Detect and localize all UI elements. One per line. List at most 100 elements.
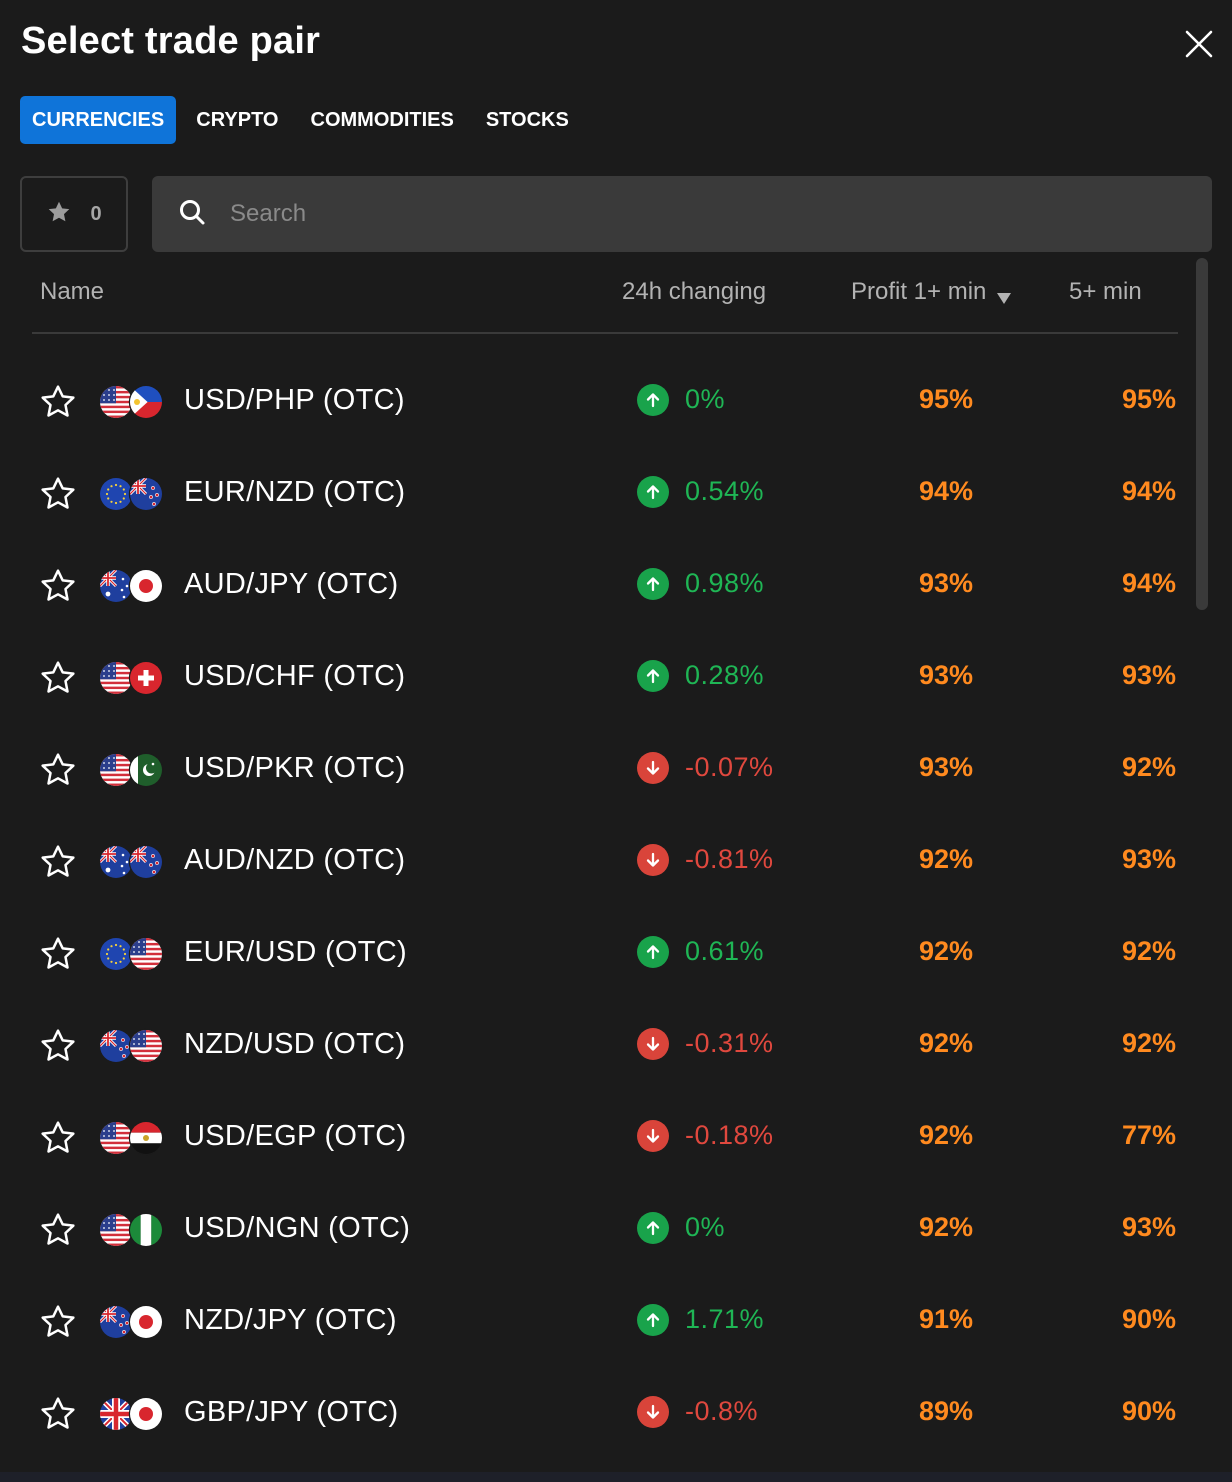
tab-crypto[interactable]: CRYPTO: [196, 108, 279, 131]
pair-row[interactable]: EUR/USD (OTC) 0.61% 92% 92%: [0, 906, 1190, 998]
currency-flags-icon: [99, 1210, 167, 1250]
star-outline-icon[interactable]: [38, 1118, 78, 1158]
column-header-profit-1min[interactable]: Profit 1+ min: [851, 278, 987, 305]
profit-1min-value: 92%: [919, 936, 974, 966]
pair-name: AUD/NZD (OTC): [184, 844, 406, 876]
arrow-up-icon: [637, 1304, 669, 1336]
tab-commodities[interactable]: COMMODITIES: [310, 108, 454, 131]
pair-name: NZD/JPY (OTC): [184, 1304, 397, 1336]
star-outline-icon[interactable]: [38, 1302, 78, 1342]
star-outline-icon[interactable]: [38, 1210, 78, 1250]
star-outline-icon[interactable]: [38, 566, 78, 606]
change-value: 0%: [685, 384, 726, 414]
currency-flags-icon: [99, 934, 167, 974]
currency-flags-icon: [99, 1118, 167, 1158]
pair-row[interactable]: USD/EGP (OTC) -0.18% 92% 77%: [0, 1090, 1190, 1182]
currency-flags-icon: [99, 842, 167, 882]
tab-stocks[interactable]: STOCKS: [485, 108, 569, 131]
pair-name: EUR/USD (OTC): [184, 936, 407, 968]
column-header-name[interactable]: Name: [40, 278, 105, 305]
change-value: 0%: [685, 1212, 726, 1242]
profit-1min-value: 95%: [919, 384, 974, 414]
profit-5min-value: 77%: [1122, 1120, 1177, 1150]
arrow-down-icon: [637, 1120, 669, 1152]
scrollbar-thumb[interactable]: [1196, 258, 1208, 610]
star-outline-icon[interactable]: [38, 934, 78, 974]
star-outline-icon[interactable]: [38, 750, 78, 790]
page-title: Select trade pair: [21, 20, 321, 62]
arrow-down-icon: [637, 1028, 669, 1060]
pair-name: EUR/NZD (OTC): [184, 476, 406, 508]
search-icon: [152, 198, 206, 231]
column-header-profit-5min[interactable]: 5+ min: [1069, 278, 1142, 305]
currency-flags-icon: [99, 1026, 167, 1066]
category-tabs: CURRENCIES CRYPTO COMMODITIES STOCKS: [20, 96, 589, 144]
arrow-up-icon: [637, 936, 669, 968]
currency-flags-icon: [99, 750, 167, 790]
change-value: -0.31%: [685, 1028, 774, 1058]
profit-5min-value: 93%: [1122, 844, 1177, 874]
search-bar: [152, 176, 1212, 252]
pair-name: USD/NGN (OTC): [184, 1212, 411, 1244]
arrow-up-icon: [637, 660, 669, 692]
table-header: Name 24h changing Profit 1+ min 5+ min: [0, 272, 1232, 312]
star-outline-icon[interactable]: [38, 1026, 78, 1066]
pair-row[interactable]: AUD/NZD (OTC) -0.81% 92% 93%: [0, 814, 1190, 906]
currency-flags-icon: [99, 1394, 167, 1434]
star-outline-icon[interactable]: [38, 658, 78, 698]
arrow-up-icon: [637, 568, 669, 600]
change-value: -0.81%: [685, 844, 774, 874]
arrow-down-icon: [637, 844, 669, 876]
profit-1min-value: 91%: [919, 1304, 974, 1334]
arrow-down-icon: [637, 752, 669, 784]
pair-row[interactable]: GBP/JPY (OTC) -0.8% 89% 90%: [0, 1366, 1190, 1458]
profit-5min-value: 93%: [1122, 1212, 1177, 1242]
search-input[interactable]: [230, 200, 1130, 228]
currency-flags-icon: [99, 382, 167, 422]
star-outline-icon[interactable]: [38, 1394, 78, 1434]
profit-1min-value: 92%: [919, 1028, 974, 1058]
profit-1min-value: 94%: [919, 476, 974, 506]
change-value: 0.61%: [685, 936, 765, 966]
pair-row[interactable]: AUD/JPY (OTC) 0.98% 93% 94%: [0, 538, 1190, 630]
tab-currencies[interactable]: CURRENCIES: [20, 96, 177, 144]
change-value: 0.98%: [685, 568, 765, 598]
profit-1min-value: 89%: [919, 1396, 974, 1426]
pair-row[interactable]: NZD/JPY (OTC) 1.71% 91% 90%: [0, 1274, 1190, 1366]
column-header-24h-change[interactable]: 24h changing: [622, 278, 767, 305]
pair-name: USD/PHP (OTC): [184, 384, 405, 416]
pair-name: USD/PKR (OTC): [184, 752, 406, 784]
star-outline-icon[interactable]: [38, 474, 78, 514]
currency-flags-icon: [99, 566, 167, 606]
currency-flags-icon: [99, 658, 167, 698]
pair-name: NZD/USD (OTC): [184, 1028, 406, 1060]
pair-name: USD/EGP (OTC): [184, 1120, 407, 1152]
profit-5min-value: 94%: [1122, 568, 1177, 598]
pair-row[interactable]: NZD/USD (OTC) -0.31% 92% 92%: [0, 998, 1190, 1090]
profit-5min-value: 92%: [1122, 1028, 1177, 1058]
star-outline-icon[interactable]: [38, 382, 78, 422]
profit-1min-value: 92%: [919, 844, 974, 874]
change-value: 0.28%: [685, 660, 765, 690]
close-icon[interactable]: [1182, 27, 1216, 61]
favorites-filter-button[interactable]: 0: [20, 176, 128, 252]
arrow-down-icon: [637, 1396, 669, 1428]
pair-row[interactable]: USD/NGN (OTC) 0% 92% 93%: [0, 1182, 1190, 1274]
profit-5min-value: 92%: [1122, 752, 1177, 782]
star-outline-icon[interactable]: [38, 842, 78, 882]
change-value: 1.71%: [685, 1304, 765, 1334]
pair-row[interactable]: USD/CHF (OTC) 0.28% 93% 93%: [0, 630, 1190, 722]
arrow-up-icon: [637, 384, 669, 416]
currency-flags-icon: [99, 474, 167, 514]
currency-flags-icon: [99, 1302, 167, 1342]
pair-row[interactable]: USD/PKR (OTC) -0.07% 93% 92%: [0, 722, 1190, 814]
pair-row[interactable]: EUR/NZD (OTC) 0.54% 94% 94%: [0, 446, 1190, 538]
profit-5min-value: 93%: [1122, 660, 1177, 690]
change-value: 0.54%: [685, 476, 765, 506]
profit-1min-value: 93%: [919, 568, 974, 598]
sort-down-icon[interactable]: [996, 284, 1012, 312]
change-value: -0.07%: [685, 752, 774, 782]
pair-name: AUD/JPY (OTC): [184, 568, 399, 600]
pair-row[interactable]: USD/PHP (OTC) 0% 95% 95%: [0, 354, 1190, 446]
star-filled-icon: [46, 199, 72, 230]
